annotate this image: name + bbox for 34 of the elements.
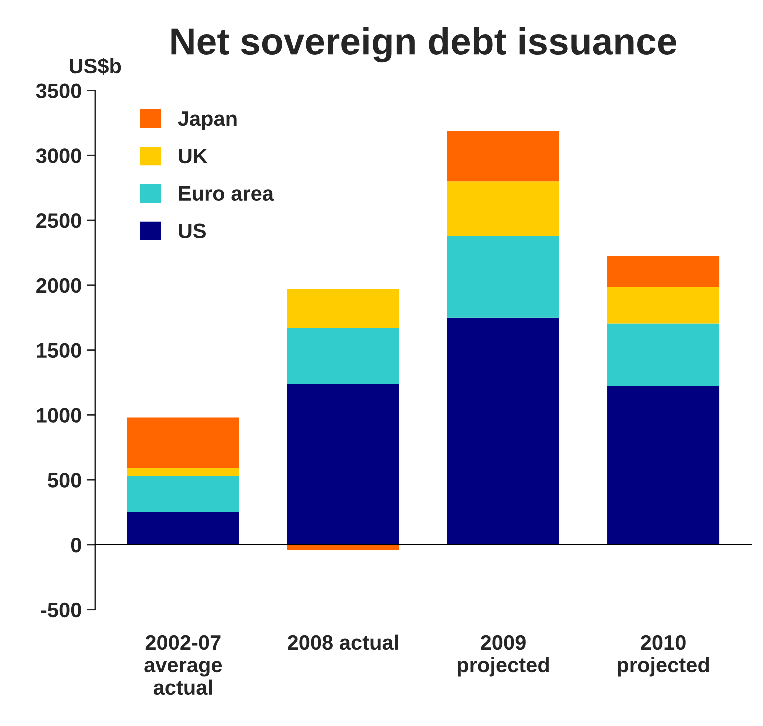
legend-label: UK bbox=[179, 149, 208, 164]
bar bbox=[608, 324, 720, 386]
y-tick-label: 3500 bbox=[36, 84, 82, 99]
bar bbox=[608, 256, 720, 288]
legend-label: Japan bbox=[178, 112, 237, 130]
y-tick-label: 1000 bbox=[37, 408, 82, 423]
bar bbox=[608, 386, 720, 545]
x-tick-label: 2009 projected bbox=[458, 635, 550, 677]
legend-label: Euro area bbox=[179, 186, 274, 202]
bar bbox=[127, 468, 240, 476]
chart-title: Net sovereign debt issuance bbox=[172, 27, 676, 63]
y-tick-label: 2000 bbox=[36, 278, 82, 294]
bar bbox=[447, 318, 560, 545]
y-tick-label: 3000 bbox=[36, 148, 82, 164]
bar bbox=[287, 289, 400, 328]
bar bbox=[127, 418, 240, 468]
bar bbox=[608, 287, 720, 324]
y-tick-label: 0 bbox=[71, 538, 82, 553]
y-axis-title: US$b bbox=[70, 58, 122, 75]
y-tick-label: -500 bbox=[41, 602, 82, 618]
bar bbox=[447, 130, 560, 182]
legend-label: US bbox=[179, 224, 206, 239]
bar bbox=[127, 476, 240, 513]
x-tick-label: 2010 projected bbox=[618, 635, 710, 677]
bar bbox=[287, 384, 400, 545]
bar bbox=[447, 236, 560, 318]
y-tick-label: 500 bbox=[48, 473, 82, 488]
y-tick-label: 1500 bbox=[37, 343, 82, 358]
x-tick-label: 2008 actual bbox=[288, 634, 398, 650]
x-tick-label: 2002-07 average actual bbox=[144, 635, 222, 696]
bar bbox=[287, 328, 400, 384]
y-tick-label: 2500 bbox=[36, 214, 82, 228]
bar bbox=[127, 512, 240, 545]
bar bbox=[447, 182, 560, 236]
